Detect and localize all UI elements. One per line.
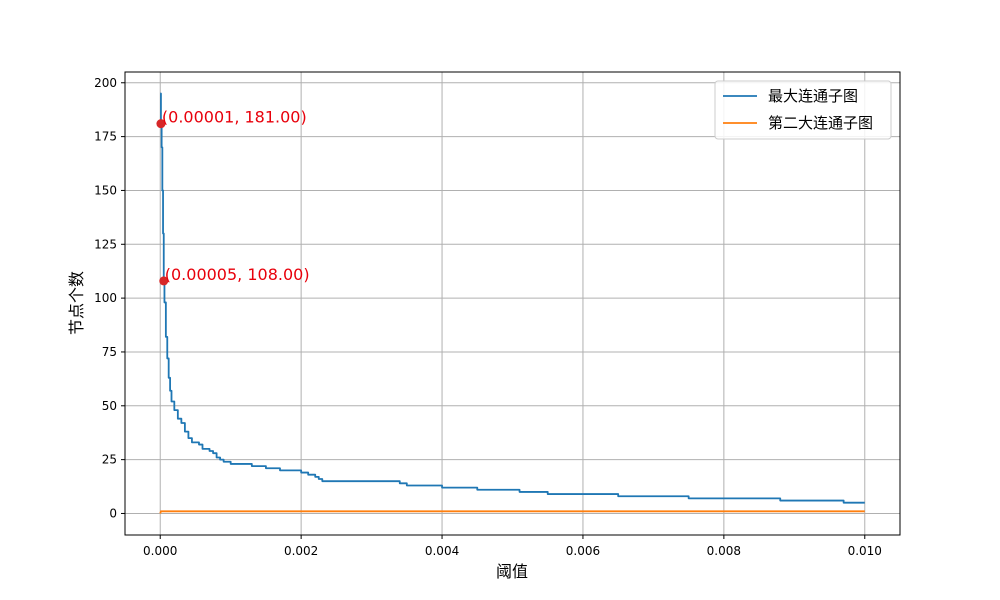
grid-lines xyxy=(125,72,900,535)
annotation-label: (0.00001, 181.00) xyxy=(162,108,307,127)
axis-ticks: 0.000 0.002 0.004 0.006 0.008 0.010 0 25 50 75 100… xyxy=(94,76,882,558)
x-tick-label: 0.006 xyxy=(566,544,600,558)
annotation-marker xyxy=(159,276,169,286)
annotation-label: (0.00005, 108.00) xyxy=(165,265,310,284)
y-axis-label: 节点个数 xyxy=(67,271,86,335)
y-tick-label: 175 xyxy=(94,130,117,144)
x-tick-label: 0.010 xyxy=(848,544,882,558)
y-tick-label: 125 xyxy=(94,237,117,251)
legend-label: 最大连通子图 xyxy=(768,87,858,105)
annotations: (0.00001, 181.00) (0.00005, 108.00) xyxy=(156,108,310,286)
legend-label: 第二大连通子图 xyxy=(768,114,873,132)
y-tick-label: 25 xyxy=(102,453,117,467)
y-tick-label: 100 xyxy=(94,291,117,305)
series-lines xyxy=(159,92,865,514)
x-axis-label: 阈值 xyxy=(496,562,528,581)
series-line xyxy=(160,92,865,504)
legend-box xyxy=(714,80,892,140)
x-tick-label: 0.000 xyxy=(143,544,177,558)
y-tick-label: 0 xyxy=(109,506,117,520)
x-tick-label: 0.004 xyxy=(425,544,459,558)
y-tick-label: 200 xyxy=(94,76,117,90)
y-tick-label: 75 xyxy=(102,345,117,359)
x-tick-label: 0.002 xyxy=(284,544,318,558)
x-tick-label: 0.008 xyxy=(707,544,741,558)
y-tick-label: 50 xyxy=(102,399,117,413)
series-line xyxy=(159,510,865,514)
annotation-marker xyxy=(156,119,166,129)
plot-frame xyxy=(124,71,901,536)
y-tick-label: 150 xyxy=(94,183,117,197)
